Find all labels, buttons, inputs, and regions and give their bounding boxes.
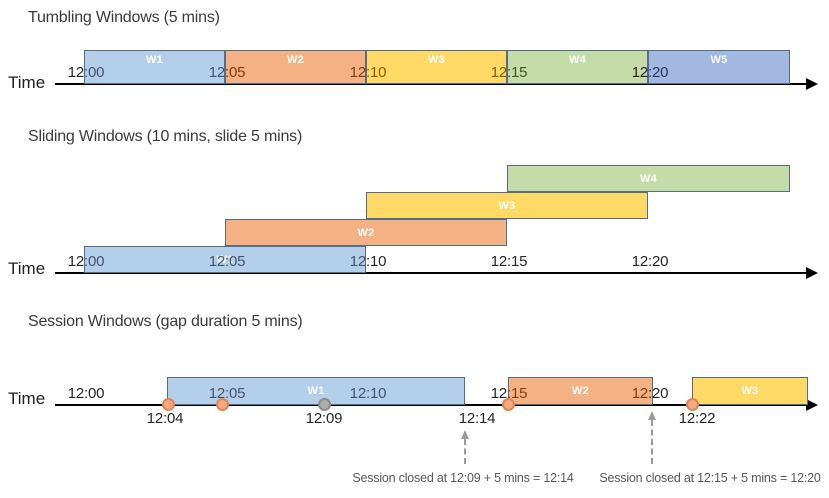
tumbling-window-w5: W5 [648,50,790,84]
event-dot [162,398,175,411]
sliding-time-axis [55,267,818,279]
up-arrowhead-icon [461,430,469,439]
event-dot [216,398,229,411]
window-label: W2 [571,385,590,397]
tumbling-time-label: Time [8,73,46,92]
tumbling-window-w3: W3 [366,50,507,84]
window-label: W2 [286,54,305,66]
window-label: W1 [145,54,164,66]
window-label: W2 [357,226,375,239]
dashed-up-arrow [648,411,656,464]
session-window-w3: W3 [692,377,808,405]
session-title: Session Windows (gap duration 5 mins) [28,313,303,330]
event-dot [686,398,699,411]
sliding-window-w4: W4 [507,165,790,192]
sliding-window-w3: W3 [366,192,648,219]
event-time-label-1214: 12:14 [458,410,496,427]
up-arrowhead-icon [648,411,656,420]
axis-arrowhead-icon [806,78,818,90]
window-label: W1 [307,385,325,397]
sliding-time-label: Time [8,259,46,278]
window-label: W4 [568,54,587,66]
session-closed-annotation-1: Session closed at 12:09 + 5 mins = 12:14 [352,471,574,485]
session-time-axis [55,399,818,411]
window-label: W1 [216,253,234,266]
window-label: W3 [427,54,446,66]
axis-arrowhead-icon [806,267,818,279]
tumbling-window-w4: W4 [507,50,648,84]
dashed-up-arrow [461,430,469,464]
tumbling-title: Tumbling Windows (5 mins) [28,9,220,26]
sliding-window-w1: W1 [84,246,366,273]
tumbling-window-w2: W2 [225,50,366,84]
window-label: W5 [710,54,728,66]
axis-arrowhead-icon [806,399,818,411]
session-closed-annotation-2: Session closed at 12:15 + 5 mins = 12:20 [599,471,821,485]
window-label: W3 [741,385,759,397]
event-time-label-1222: 12:22 [678,410,716,427]
session-window-w2: W2 [508,377,653,405]
sliding-title: Sliding Windows (10 mins, slide 5 mins) [28,128,303,145]
window-label: W4 [639,172,658,185]
tumbling-window-w1: W1 [84,50,225,84]
event-dot [318,398,331,411]
event-time-label-1209: 12:09 [305,410,343,427]
event-time-label-1204: 12:04 [146,410,184,427]
event-dot [502,398,515,411]
window-label: W3 [498,199,516,212]
sliding-window-w2: W2 [225,219,507,246]
session-time-label: Time [8,389,46,408]
tumbling-time-axis [55,78,818,90]
